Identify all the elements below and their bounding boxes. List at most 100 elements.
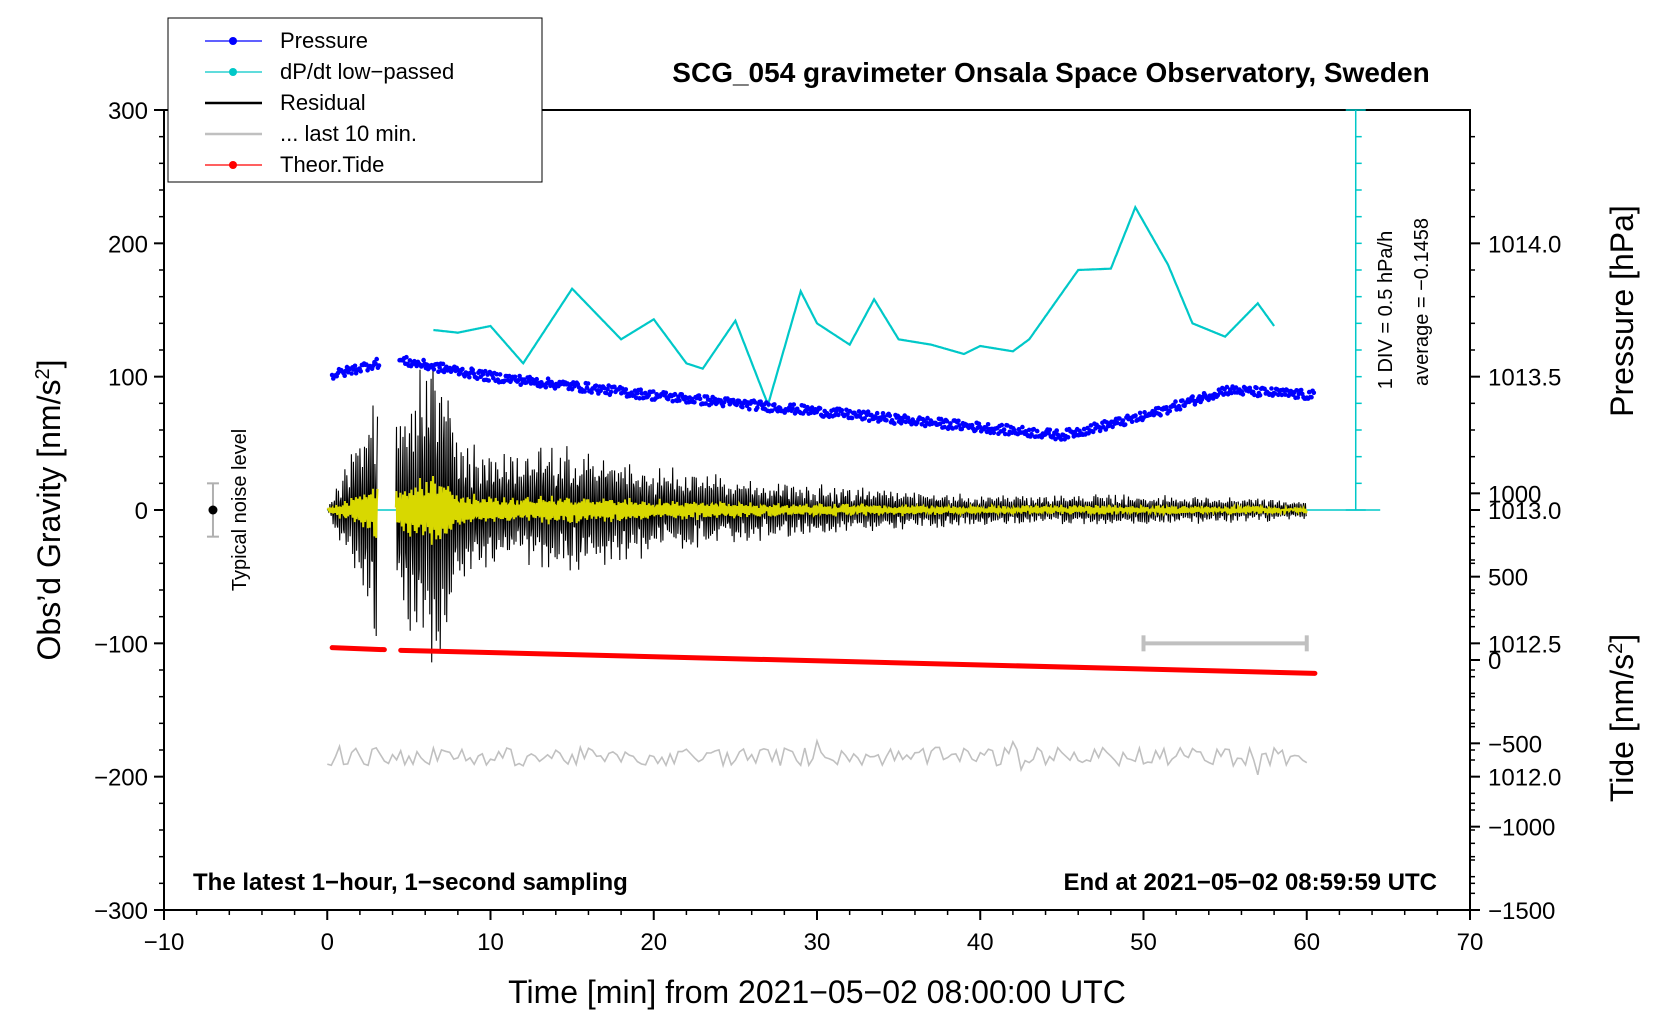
pressure-point: [1142, 410, 1147, 415]
legend-marker: [229, 68, 237, 76]
pressure-point: [483, 368, 488, 374]
pressure-point: [985, 422, 991, 427]
pressure-point: [534, 376, 539, 382]
pressure-point: [919, 422, 925, 427]
average-label: average = −0.1458: [1411, 218, 1433, 386]
pressure-point: [740, 404, 745, 410]
pressure-point: [1090, 429, 1096, 435]
pressure-point: [1117, 416, 1122, 421]
pressure-point: [470, 367, 476, 373]
pressure-point: [601, 385, 607, 391]
tide-tick-label: −500: [1488, 731, 1542, 758]
pressure-point: [637, 396, 642, 401]
residual-filtered-line: [326, 488, 379, 538]
pressure-point: [788, 402, 793, 408]
pressure-point: [948, 421, 953, 426]
pressure-point: [604, 390, 609, 396]
pressure-point: [582, 389, 587, 394]
pressure-point: [345, 369, 351, 375]
pressure-point: [839, 408, 845, 413]
residual-line: [326, 405, 379, 637]
pressure-point: [1311, 390, 1317, 396]
pressure-point: [1210, 396, 1216, 401]
pressure-point: [633, 395, 639, 401]
pressure-point: [1129, 419, 1135, 425]
tide-tick-label: −1500: [1488, 898, 1555, 925]
axis-ticks: −10 0 10 20 30 40 50 60 70−300−200−1000100200300…: [94, 98, 1561, 956]
pressure-point: [502, 378, 508, 384]
legend-label-pressure: Pressure: [280, 28, 368, 53]
pressure-point: [639, 391, 645, 396]
pressure-point: [1294, 388, 1299, 393]
pressure-point: [865, 409, 871, 415]
pressure-point: [1031, 426, 1037, 432]
pressure-point: [672, 391, 678, 397]
pressure-point: [1110, 424, 1115, 430]
pressure-point: [1233, 385, 1239, 390]
bottom-right-note: End at 2021−05−02 08:59:59 UTC: [1063, 869, 1437, 896]
pressure-point: [791, 402, 797, 407]
y-tick-label: 200: [108, 231, 148, 258]
pressure-point: [892, 421, 897, 426]
pressure-point: [1224, 384, 1230, 390]
pressure-point: [703, 401, 709, 406]
pressure-point: [373, 361, 378, 367]
pressure-point: [1104, 420, 1110, 425]
pressure-point: [884, 418, 889, 423]
pressure-point: [1158, 413, 1163, 418]
pressure-tick-label: 1013.0: [1488, 498, 1561, 525]
tide-line: [329, 645, 387, 653]
pressure-point: [1172, 403, 1177, 409]
pressure-tick-label: 1014.0: [1488, 231, 1561, 258]
pressure-point: [584, 385, 590, 391]
y-tick-label: 100: [108, 365, 148, 392]
pressure-series: [329, 354, 1317, 442]
pressure-point: [1279, 392, 1285, 398]
pressure-point: [847, 408, 853, 414]
pressure-point: [1298, 387, 1304, 393]
pressure-point: [956, 418, 961, 424]
y-tick-label: −100: [94, 631, 148, 658]
bottom-left-note: The latest 1−hour, 1−second sampling: [193, 869, 628, 896]
pressure-point: [887, 413, 893, 419]
pressure-point: [351, 367, 357, 372]
last10-line: [327, 738, 1308, 776]
x-tick-label: 20: [640, 929, 667, 956]
pressure-tick-label: 1013.5: [1488, 365, 1561, 392]
pressure-point: [342, 373, 348, 379]
legend-label-last10: ... last 10 min.: [280, 121, 417, 146]
pressure-point: [809, 405, 815, 410]
pressure-point: [1103, 427, 1109, 432]
legend-label-tide: Theor.Tide: [280, 152, 384, 177]
pressure-point: [922, 423, 928, 429]
pressure-point: [528, 381, 534, 386]
legend-label-dpdt: dP/dt low−passed: [280, 59, 454, 84]
x-tick-label: −10: [144, 929, 185, 956]
residual-series: [326, 363, 1308, 663]
tide-axis-label: Tide [nm/s2]: [1604, 634, 1640, 802]
legend-marks: [205, 37, 262, 169]
pressure-point: [1173, 399, 1178, 404]
pressure-point: [585, 381, 591, 386]
x-tick-label: 30: [804, 929, 831, 956]
pressure-axis-label: Pressure [hPa]: [1604, 205, 1640, 417]
pressure-tick-label: 1012.0: [1488, 765, 1561, 792]
pressure-point: [849, 415, 855, 421]
pressure-point: [769, 408, 775, 414]
pressure-point: [358, 369, 364, 374]
pressure-point: [1002, 431, 1008, 437]
pressure-point: [643, 390, 648, 396]
pressure-point: [404, 354, 409, 360]
pressure-point: [942, 424, 947, 430]
x-tick-label: 50: [1130, 929, 1157, 956]
legend-label-residual: Residual: [280, 90, 366, 115]
pressure-point: [593, 383, 599, 389]
pressure-point: [836, 412, 841, 418]
pressure-point: [880, 411, 886, 416]
legend: Pressure dP/dt low−passed Residual ... l…: [167, 17, 543, 183]
pressure-point: [517, 373, 522, 379]
pressure-point: [866, 418, 872, 424]
pressure-point: [873, 415, 879, 421]
pressure-point: [353, 370, 359, 376]
